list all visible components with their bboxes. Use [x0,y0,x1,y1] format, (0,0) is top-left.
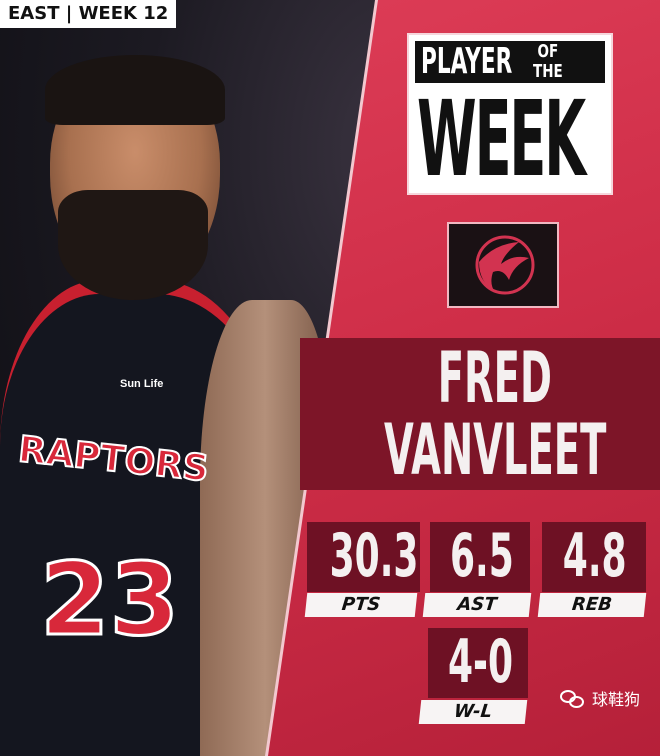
player-beard [58,190,208,300]
stat-reb-label: REB [537,593,647,617]
player-last-name: VANVLEET [383,409,607,491]
player-hair [45,55,225,125]
jersey-sponsor: Sun Life [120,378,164,390]
watermark-text: 球鞋狗 [592,690,641,709]
conference-week-tag: EAST | WEEK 12 [0,0,177,28]
watermark: 球鞋狗 [560,690,640,710]
player-first-name: FRED [437,337,553,419]
stat-ast-value: 6.5 [450,521,514,591]
stat-wl-label: W-L [418,700,528,724]
player-last-name-row: VANVLEET [330,414,660,486]
player-of-week-title: PLAYER OF THE WEEK [407,33,613,195]
title-the: THE [533,61,563,82]
stat-pts-value: 30.3 [329,521,419,591]
stat-reb-value: 4.8 [562,521,627,591]
title-week: WEEK [417,78,586,195]
stat-wl-box: 4-0 [428,628,528,698]
jersey-number: 23 [38,541,180,658]
wechat-icon [560,690,586,710]
title-of-the: OF THE [533,42,563,82]
player-first-name-row: FRED [330,342,660,414]
title-top-bar: PLAYER OF THE [415,41,605,83]
stat-wl-value: 4-0 [448,627,514,697]
stat-pts-label: PTS [304,593,418,617]
title-of: OF [537,41,559,62]
title-player: PLAYER [421,41,513,82]
stat-ast-label: AST [422,593,532,617]
stat-ast-box: 6.5 [430,522,530,592]
raptors-logo-icon [447,222,559,308]
name-band [300,338,660,490]
stat-reb-box: 4.8 [542,522,646,592]
stat-pts-box: 30.3 [307,522,420,592]
